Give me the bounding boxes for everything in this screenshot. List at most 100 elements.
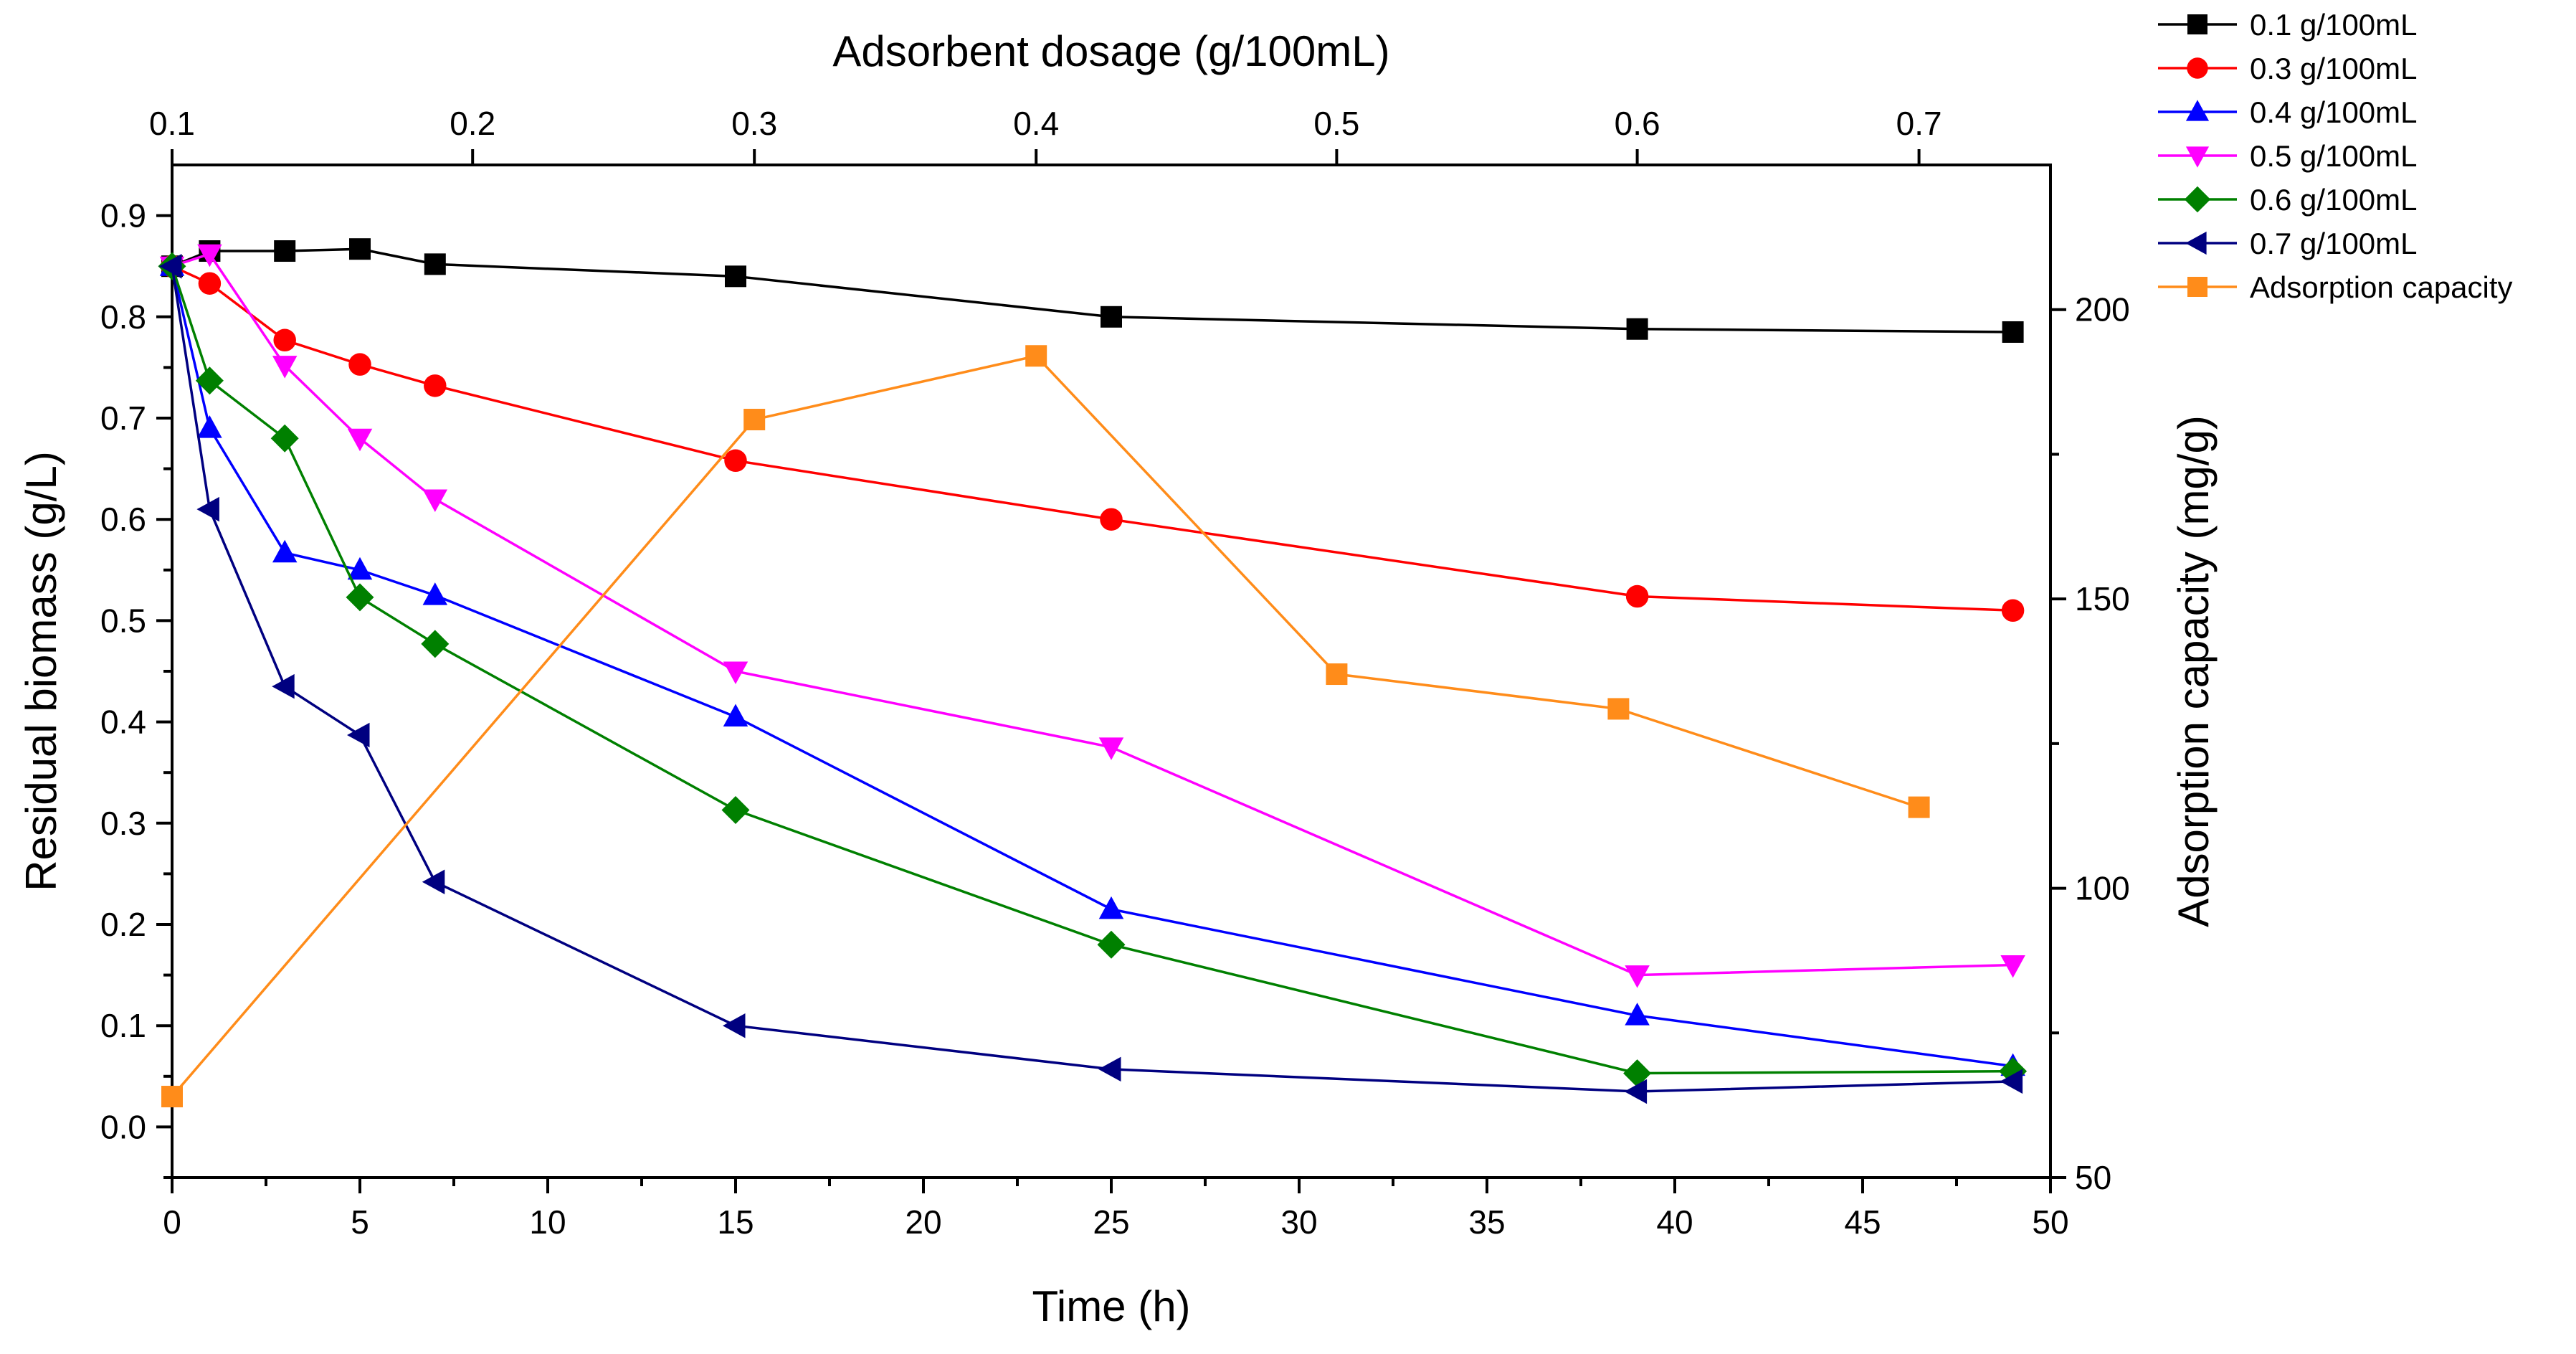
data-point xyxy=(1097,930,1126,959)
data-point xyxy=(424,253,446,275)
data-point xyxy=(422,582,448,605)
data-point xyxy=(1326,663,1348,686)
legend-label: 0.6 g/100mL xyxy=(2250,183,2418,217)
legend-label: 0.4 g/100mL xyxy=(2250,95,2418,129)
data-point xyxy=(2001,599,2025,622)
data-point xyxy=(2002,321,2024,343)
legend-marker xyxy=(2187,277,2207,297)
y-right-tick-label: 150 xyxy=(2075,580,2130,617)
legend-entry: 0.4 g/100mL xyxy=(2158,95,2418,129)
y-left-tick-label: 0.3 xyxy=(100,805,146,842)
x-bottom-tick-label: 35 xyxy=(1468,1203,1505,1241)
series-5 xyxy=(158,252,2028,1088)
y-left-tick-label: 0.7 xyxy=(100,399,146,437)
data-point xyxy=(347,428,373,452)
series-line xyxy=(171,265,2013,612)
legend-marker xyxy=(2185,146,2210,168)
legend-label: 0.5 g/100mL xyxy=(2250,139,2418,173)
data-point xyxy=(743,409,766,431)
x-bottom-tick-label: 50 xyxy=(2032,1203,2068,1241)
data-point xyxy=(159,253,182,279)
data-point xyxy=(725,265,746,288)
series-2 xyxy=(161,255,2025,622)
legend: 0.1 g/100mL 0.3 g/100mL 0.4 g/100mL 0.5 g/1… xyxy=(2158,8,2513,304)
series-line xyxy=(171,265,2013,1075)
series-7 xyxy=(161,345,1930,1108)
data-point xyxy=(1908,796,1930,818)
data-point xyxy=(272,356,298,379)
data-point xyxy=(197,415,222,438)
x-bottom-tick-label: 5 xyxy=(351,1203,369,1241)
data-point xyxy=(272,673,295,699)
series-6 xyxy=(159,253,2023,1104)
y-left-tick-label: 0.4 xyxy=(100,704,146,741)
x-bottom-tick-label: 25 xyxy=(1093,1203,1129,1241)
series-layer xyxy=(158,238,2028,1108)
data-point xyxy=(1626,318,1648,340)
x-bottom-tick-label: 40 xyxy=(1656,1203,1693,1241)
legend-label: 0.1 g/100mL xyxy=(2250,8,2418,42)
y-right-tick-label: 200 xyxy=(2075,291,2130,328)
data-point xyxy=(1100,508,1123,531)
x-axis-title: Time (h) xyxy=(1032,1282,1190,1330)
legend-entry: 0.6 g/100mL xyxy=(2158,183,2418,217)
x-top-tick-label: 0.3 xyxy=(731,105,777,142)
series-line xyxy=(171,354,1920,1098)
data-point xyxy=(1623,1059,1652,1088)
data-point xyxy=(723,661,748,684)
y-left-tick-label: 0.1 xyxy=(100,1007,146,1044)
legend-marker xyxy=(2185,100,2210,121)
legend-marker xyxy=(2184,186,2211,213)
legend-marker xyxy=(2185,231,2207,255)
data-point xyxy=(1025,345,1047,367)
y-left-axis-title: Residual biomass (g/L) xyxy=(17,451,65,891)
data-point xyxy=(272,539,298,563)
x-bottom-tick-label: 20 xyxy=(905,1203,941,1241)
legend-label: 0.3 g/100mL xyxy=(2250,52,2418,85)
legend-marker xyxy=(2187,14,2207,34)
y-left-tick-label: 0.9 xyxy=(100,197,146,235)
series-line xyxy=(171,252,2013,977)
data-point xyxy=(1098,737,1124,760)
data-point xyxy=(195,366,224,395)
y-left-tick-label: 0.8 xyxy=(100,298,146,336)
legend-entry: 0.5 g/100mL xyxy=(2158,139,2418,173)
axes: 0 5 10 15 20 25 30 35 40 45 50 0.1 0.2 0.3 0.4 0.5 0.6 0.… xyxy=(100,105,2130,1241)
data-point xyxy=(723,704,748,727)
data-point xyxy=(196,496,219,522)
data-point xyxy=(347,557,373,580)
data-point xyxy=(161,1086,183,1108)
x-top-axis-title: Adsorbent dosage (g/100mL) xyxy=(832,27,1389,75)
x-bottom-tick-label: 45 xyxy=(1844,1203,1881,1241)
legend-entry: 0.1 g/100mL xyxy=(2158,8,2418,42)
data-point xyxy=(2000,1069,2023,1094)
data-point xyxy=(349,238,371,260)
data-point xyxy=(197,244,222,268)
series-line xyxy=(171,247,2013,333)
data-point xyxy=(347,722,370,748)
y-right-tick-label: 100 xyxy=(2075,870,2130,907)
data-point xyxy=(421,630,450,658)
data-point xyxy=(1098,1056,1121,1082)
x-top-tick-label: 0.6 xyxy=(1615,105,1660,142)
legend-entry: 0.3 g/100mL xyxy=(2158,52,2418,85)
data-point xyxy=(274,240,296,262)
data-point xyxy=(346,583,374,612)
data-point xyxy=(1625,1003,1650,1026)
x-bottom-tick-label: 0 xyxy=(163,1203,181,1241)
data-point xyxy=(721,795,750,824)
series-4 xyxy=(159,244,2025,988)
x-top-tick-label: 0.2 xyxy=(450,105,495,142)
y-right-tick-label: 50 xyxy=(2075,1159,2111,1196)
x-top-tick-label: 0.1 xyxy=(149,105,195,142)
x-top-tick-label: 0.4 xyxy=(1013,105,1059,142)
data-point xyxy=(1625,965,1650,988)
x-bottom-tick-label: 10 xyxy=(529,1203,566,1241)
legend-label: Adsorption capacity xyxy=(2250,270,2513,304)
data-point xyxy=(198,272,222,295)
y-right-axis-title: Adsorption capacity (mg/g) xyxy=(2169,415,2218,927)
y-left-tick-label: 0.0 xyxy=(100,1108,146,1145)
x-bottom-tick-label: 15 xyxy=(717,1203,754,1241)
data-point xyxy=(1098,896,1124,919)
